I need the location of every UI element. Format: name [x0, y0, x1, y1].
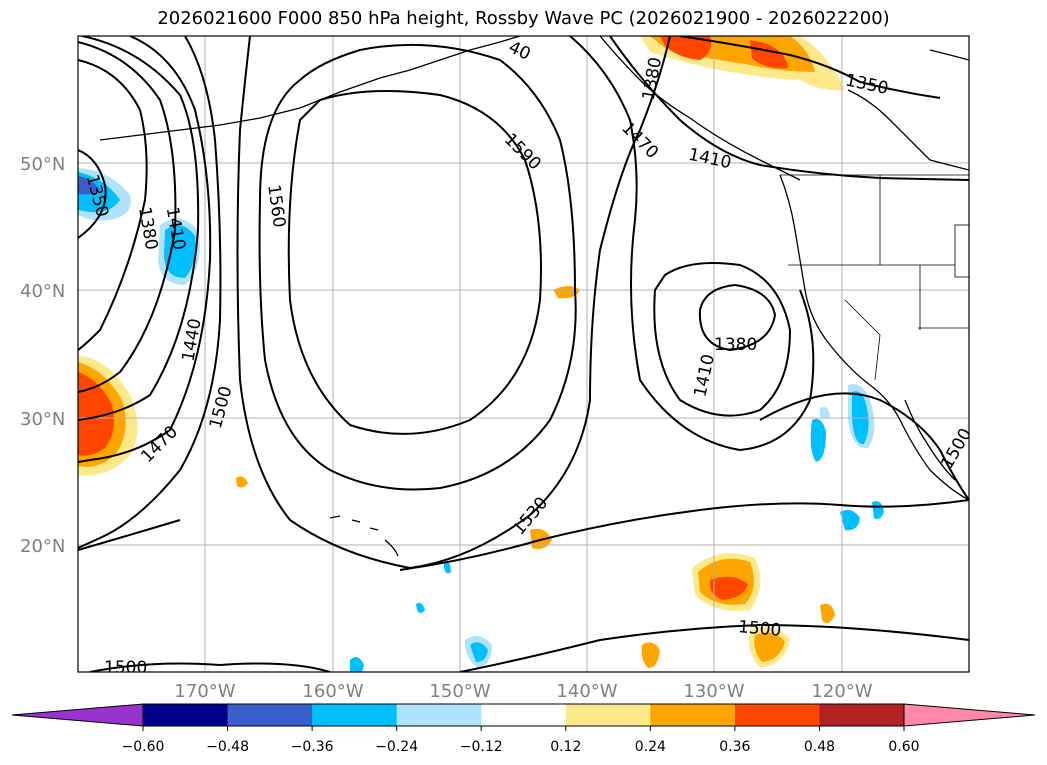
borders	[780, 174, 969, 381]
anomaly-positive-spot	[553, 286, 580, 299]
latitude-labels: 50°N 40°N 30°N 20°N	[20, 154, 65, 557]
lon-label-170w: 170°W	[174, 681, 235, 702]
contour-1350-north	[679, 36, 941, 99]
plot-area	[78, 36, 969, 672]
contour-1500-east	[759, 392, 969, 501]
colorbar-segment	[734, 704, 820, 726]
height-contours	[78, 36, 969, 672]
coast-hawaii	[329, 515, 399, 557]
contour-label: 1380	[714, 335, 757, 355]
contour-label: 1500	[737, 617, 782, 641]
contour-1410-north	[609, 36, 969, 181]
lon-label-160w: 160°W	[302, 681, 363, 702]
colorbar-segment	[650, 704, 736, 726]
anomaly-positive-north-peak	[660, 36, 712, 60]
contour-1500-west	[78, 36, 222, 549]
colorbar: −0.60 −0.48 −0.36 −0.24 −0.12 0.12 0.24 0.36 0.4…	[11, 703, 1036, 755]
colorbar-segment	[143, 704, 229, 726]
colorbar-segment	[227, 704, 313, 726]
contour-label: 1500	[104, 658, 147, 678]
map-title: 2026021600 F000 850 hPa height, Rossby W…	[157, 8, 890, 29]
colorbar-tick-label: 0.24	[635, 739, 666, 755]
colorbar-segment	[396, 704, 482, 726]
lat-label-30n: 30°N	[20, 409, 65, 430]
colorbar-tick-label: −0.12	[460, 739, 503, 755]
lat-label-50n: 50°N	[20, 154, 65, 175]
coast-north-america	[779, 174, 969, 501]
colorbar-ticks: −0.60 −0.48 −0.36 −0.24 −0.12 0.12 0.24 0.36 0.4…	[122, 726, 920, 755]
colorbar-segment	[312, 704, 398, 726]
colorbar-tick-label: 0.48	[804, 739, 835, 755]
colorbar-segments	[143, 704, 905, 726]
colorbar-tick-label: 0.60	[888, 739, 919, 755]
colorbar-tick-label: 0.36	[719, 739, 750, 755]
colorbar-extend-low	[11, 703, 144, 727]
contour-1410-west	[78, 41, 177, 393]
colorbar-tick-label: −0.36	[291, 739, 334, 755]
colorbar-segment	[819, 704, 905, 726]
contour-1380-east	[698, 283, 777, 352]
contour-1470-east	[569, 36, 815, 452]
contour-1530	[236, 36, 671, 570]
longitude-labels: 170°W 160°W 150°W 140°W 130°W 120°W	[174, 681, 872, 702]
contour-1410-east	[653, 262, 792, 417]
colorbar-tick-label: 0.12	[550, 739, 581, 755]
lon-label-120w: 120°W	[811, 681, 872, 702]
colorbar-segment	[565, 704, 651, 726]
colorbar-tick-label: −0.48	[206, 739, 249, 755]
lon-label-140w: 140°W	[556, 681, 617, 702]
colorbar-tick-label: −0.24	[375, 739, 418, 755]
contour-1590	[287, 90, 542, 435]
contour-1470-west	[78, 36, 212, 463]
contour-1380-west	[78, 59, 148, 351]
colorbar-segment	[481, 704, 567, 726]
contour-1500-south	[459, 623, 969, 672]
contour-1350-west	[78, 149, 107, 239]
colorbar-extend-high	[903, 703, 1036, 727]
colorbar-frame	[142, 703, 905, 727]
lon-label-130w: 130°W	[683, 681, 744, 702]
contour-1500-southwest	[89, 662, 331, 672]
lat-label-40n: 40°N	[20, 281, 65, 302]
lon-label-150w: 150°W	[429, 681, 490, 702]
colorbar-tick-label: −0.60	[122, 739, 165, 755]
coast-alaska	[99, 36, 521, 141]
lat-label-20n: 20°N	[20, 536, 65, 557]
contour-1560	[258, 43, 577, 491]
contour-1440-west	[78, 36, 200, 421]
plot-frame	[77, 35, 970, 673]
